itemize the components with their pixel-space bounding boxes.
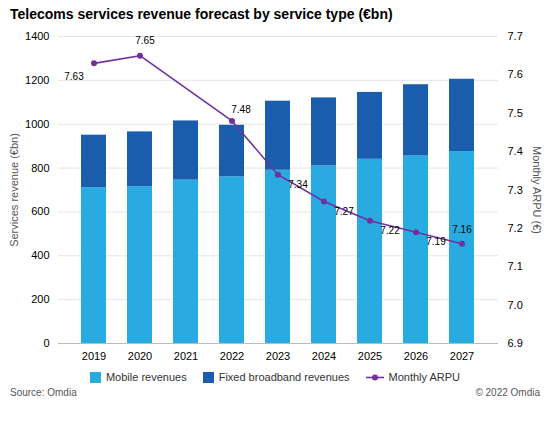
svg-text:2019: 2019 — [82, 350, 106, 362]
svg-text:2022: 2022 — [220, 350, 244, 362]
svg-text:7.0: 7.0 — [508, 299, 523, 311]
html-text:© 2022 Omdia: © 2022 Omdia — [475, 387, 540, 398]
svg-text:7.4: 7.4 — [508, 145, 523, 157]
svg-text:2021: 2021 — [174, 350, 198, 362]
svg-text:0: 0 — [43, 337, 49, 349]
svg-text:2026: 2026 — [404, 350, 428, 362]
svg-text:7.63: 7.63 — [64, 71, 84, 82]
svg-text:Monthly ARPU (€): Monthly ARPU (€) — [531, 146, 543, 234]
svg-text:2024: 2024 — [312, 350, 336, 362]
svg-text:7.7: 7.7 — [508, 30, 523, 42]
svg-text:7.27: 7.27 — [334, 206, 354, 217]
svg-text:1400: 1400 — [25, 30, 49, 42]
svg-text:600: 600 — [31, 205, 49, 217]
svg-text:1000: 1000 — [25, 118, 49, 130]
svg-text:7.5: 7.5 — [508, 107, 523, 119]
svg-text:6.9: 6.9 — [508, 337, 523, 349]
html-text:Telecoms services revenue fore: Telecoms services revenue forecast by se… — [10, 6, 393, 22]
svg-text:7.22: 7.22 — [380, 225, 400, 236]
svg-text:400: 400 — [31, 249, 49, 261]
svg-text:1200: 1200 — [25, 74, 49, 86]
svg-text:7.1: 7.1 — [508, 260, 523, 272]
svg-text:2025: 2025 — [358, 350, 382, 362]
svg-text:7.6: 7.6 — [508, 68, 523, 80]
svg-text:800: 800 — [31, 162, 49, 174]
svg-text:7.19: 7.19 — [426, 236, 446, 247]
svg-text:2023: 2023 — [266, 350, 290, 362]
svg-text:7.48: 7.48 — [231, 104, 251, 115]
svg-text:7.3: 7.3 — [508, 184, 523, 196]
svg-text:7.34: 7.34 — [288, 179, 308, 190]
html-text:Fixed broadband revenues: Fixed broadband revenues — [218, 371, 350, 383]
html-text:Mobile revenues: Mobile revenues — [105, 371, 187, 383]
svg-text:2020: 2020 — [128, 350, 152, 362]
svg-text:7.2: 7.2 — [508, 222, 523, 234]
svg-text:200: 200 — [31, 293, 49, 305]
svg-text:Services revenue (€bn): Services revenue (€bn) — [8, 133, 20, 247]
html-text:Source: Omdia: Source: Omdia — [10, 387, 77, 398]
svg-text:7.65: 7.65 — [135, 35, 155, 46]
svg-text:7.16: 7.16 — [452, 224, 472, 235]
svg-text:2027: 2027 — [450, 350, 474, 362]
html-text:Monthly ARPU: Monthly ARPU — [388, 371, 461, 383]
